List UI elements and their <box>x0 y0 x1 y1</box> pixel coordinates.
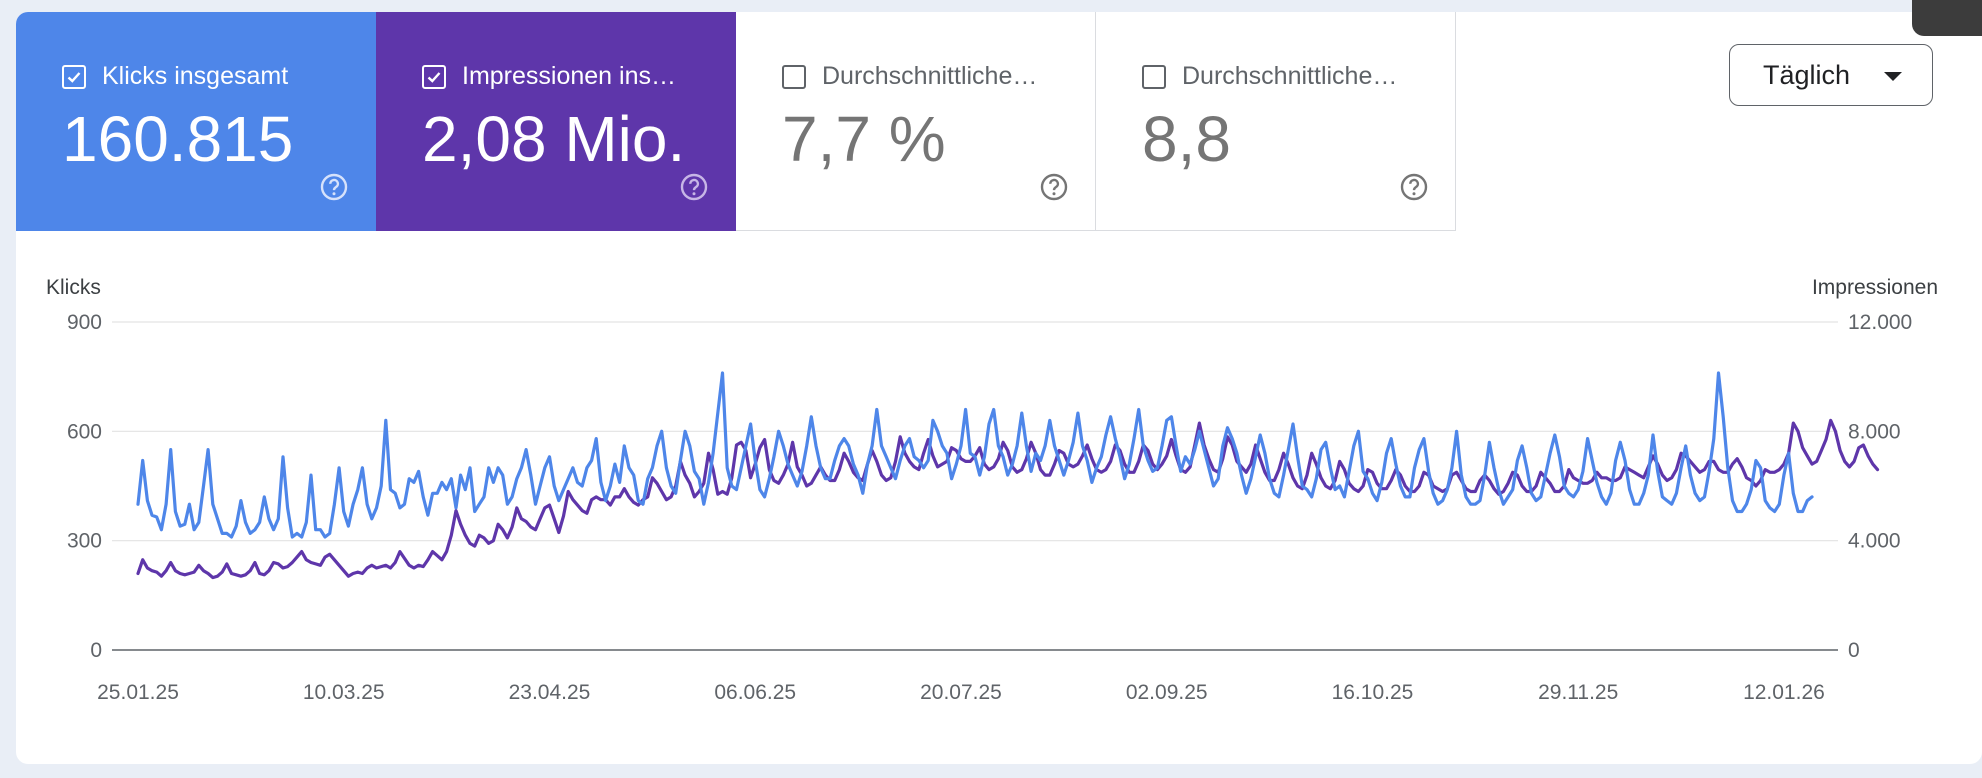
granularity-label: Täglich <box>1763 59 1851 90</box>
checkbox-checked-icon[interactable] <box>422 64 446 89</box>
y-right-tick-label: 4.000 <box>1848 530 1901 553</box>
metric-header: Durchschnittliche… <box>782 62 1037 91</box>
x-tick-label: 12.01.26 <box>1743 681 1825 704</box>
metric-value: 8,8 <box>1142 103 1231 175</box>
help-circle-icon[interactable] <box>1039 172 1069 202</box>
y-right-tick-label: 0 <box>1848 639 1860 662</box>
y-right-tick-label: 12.000 <box>1848 311 1912 334</box>
metric-header: Durchschnittliche… <box>1142 62 1397 91</box>
chevron-down-icon <box>1884 72 1902 81</box>
y-left-axis-title: Klicks <box>46 276 101 299</box>
checkbox-empty-icon[interactable] <box>1142 64 1166 89</box>
metric-tile-impressions[interactable]: Impressionen ins… 2,08 Mio. <box>376 12 736 231</box>
x-tick-label: 10.03.25 <box>303 681 385 704</box>
performance-chart: 0 300 600 900 0 4.000 8.000 12.000 Klicks Impress… <box>46 276 1938 704</box>
x-tick-label: 06.06.25 <box>714 681 796 704</box>
y-left-tick-label: 0 <box>90 639 102 662</box>
checkbox-checked-icon[interactable] <box>62 64 86 89</box>
y-left-tick-label: 600 <box>67 420 102 443</box>
metric-tile-ctr[interactable]: Durchschnittliche… 7,7 % <box>736 12 1096 231</box>
metric-label: Durchschnittliche… <box>822 62 1038 90</box>
y-left-tick-label: 900 <box>67 311 102 334</box>
metric-label: Impressionen ins… <box>462 62 676 90</box>
metric-value: 7,7 % <box>782 103 946 175</box>
help-circle-icon[interactable] <box>1399 172 1429 202</box>
metric-tiles: Klicks insgesamt 160.815 Impressionen in… <box>16 12 1456 231</box>
x-tick-label: 02.09.25 <box>1126 681 1208 704</box>
series-line-impressionen <box>136 418 1880 580</box>
performance-card: Klicks insgesamt 160.815 Impressionen in… <box>16 12 1982 764</box>
series-line-klicks <box>136 371 1814 539</box>
metric-header: Klicks insgesamt <box>62 62 288 91</box>
metric-header: Impressionen ins… <box>422 62 676 91</box>
y-right-axis-title: Impressionen <box>1812 276 1938 299</box>
x-tick-label: 20.07.25 <box>920 681 1002 704</box>
metric-value: 160.815 <box>62 103 294 175</box>
metric-tile-position[interactable]: Durchschnittliche… 8,8 <box>1096 12 1456 231</box>
help-circle-icon[interactable] <box>679 172 709 202</box>
corner-badge <box>1912 0 1982 36</box>
metric-label: Klicks insgesamt <box>102 62 289 90</box>
y-right-tick-label: 8.000 <box>1848 420 1901 443</box>
x-tick-label: 25.01.25 <box>97 681 179 704</box>
metric-value: 2,08 Mio. <box>422 103 686 175</box>
granularity-dropdown[interactable]: Täglich <box>1729 44 1933 106</box>
metric-tile-clicks[interactable]: Klicks insgesamt 160.815 <box>16 12 376 231</box>
x-tick-label: 29.11.25 <box>1538 681 1618 704</box>
y-left-tick-label: 300 <box>67 530 102 553</box>
checkbox-empty-icon[interactable] <box>782 64 806 89</box>
x-tick-label: 23.04.25 <box>509 681 591 704</box>
metric-label: Durchschnittliche… <box>1182 62 1398 90</box>
x-tick-label: 16.10.25 <box>1332 681 1414 704</box>
help-circle-icon[interactable] <box>319 172 349 202</box>
